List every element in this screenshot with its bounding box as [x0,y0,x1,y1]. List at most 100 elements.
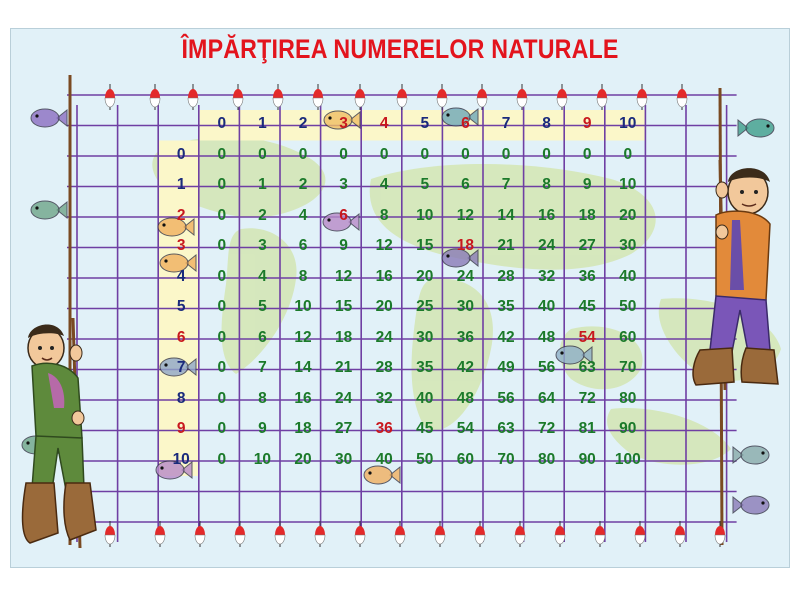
table-cell: 12 [456,206,475,224]
table-cell: 15 [416,237,434,254]
table-cell: 10 [294,298,312,315]
table-cell: 30 [456,298,475,315]
table-cell: 24 [334,389,353,407]
fish-icon [155,460,193,480]
table-cell: 64 [537,389,556,407]
table-cell: 0 [217,267,227,285]
table-cell: 18 [334,328,353,346]
table-cell: 0 [217,145,227,163]
table-cell: 50 [416,450,434,468]
fish-icon [322,212,360,232]
table-cell: 12 [294,328,312,346]
fishing-float-icon [354,521,366,547]
table-cell: 8 [258,389,267,407]
fishing-float-icon [396,84,408,110]
column-header: 1 [258,115,267,132]
table-cell: 35 [497,298,515,315]
fish-icon [159,253,197,273]
table-cell: 7 [501,176,511,193]
table-cell: 0 [582,145,592,163]
table-cell: 15 [334,298,353,315]
table-cell: 48 [456,389,475,407]
fishing-float-icon [272,84,284,110]
row-header: 9 [176,420,186,437]
table-cell: 70 [497,450,515,468]
table-cell: 80 [537,450,556,468]
table-cell: 56 [537,359,556,376]
table-cell: 40 [375,450,393,468]
fishing-float-icon [476,84,488,110]
fishing-float-icon [676,84,688,110]
table-cell: 0 [461,145,470,163]
table-cell: 24 [456,267,475,285]
table-cell: 0 [217,206,227,224]
table-cell: 4 [298,206,308,224]
table-cell: 9 [582,176,592,193]
table-cell: 4 [379,176,389,193]
table-cell: 8 [298,267,308,285]
table-cell: 16 [537,206,556,224]
fish-icon [737,118,775,138]
table-cell: 80 [619,389,637,407]
table-cell: 70 [619,359,637,376]
row-header: 2 [176,206,186,224]
fishing-float-icon [594,521,606,547]
fishing-float-icon [634,521,646,547]
row-header: 4 [176,267,186,285]
table-cell: 9 [339,237,348,254]
fishing-float-icon [194,521,206,547]
table-cell: 30 [619,237,637,254]
table-cell: 0 [379,145,389,163]
table-cell: 20 [416,267,434,285]
table-cell: 10 [253,450,272,468]
fishing-float-icon [234,521,246,547]
table-cell: 45 [578,298,596,315]
column-header: 0 [217,115,227,132]
fishing-float-icon [149,84,161,110]
column-header: 9 [582,115,592,132]
fishing-float-icon [354,84,366,110]
table-cell: 63 [578,359,596,376]
row-header: 6 [176,328,186,346]
table-cell: 20 [619,206,637,224]
table-cell: 0 [542,145,551,163]
table-cell: 7 [258,359,267,376]
table-cell: 54 [456,420,475,437]
table-cell: 24 [375,328,393,346]
table-cell: 5 [420,176,430,193]
row-header: 7 [176,359,186,376]
table-cell: 14 [497,206,515,224]
table-cell: 20 [375,298,393,315]
fish-icon [159,357,197,377]
table-cell: 6 [298,237,308,254]
fish-icon [30,108,68,128]
table-cell: 14 [294,359,312,376]
table-cell: 0 [623,145,633,163]
table-cell: 42 [456,359,475,376]
table-cell: 0 [217,389,227,407]
table-cell: 100 [614,450,641,468]
table-cell: 36 [456,328,475,346]
table-cell: 0 [217,176,227,193]
table-cell: 54 [578,328,596,346]
table-cell: 60 [456,450,475,468]
table-cell: 42 [497,328,515,346]
table-cell: 0 [217,328,227,346]
table-cell: 4 [258,267,267,285]
column-header: 3 [339,115,348,132]
row-header: 5 [176,298,186,315]
table-cell: 0 [501,145,511,163]
column-header: 5 [420,115,430,132]
table-cell: 2 [298,176,308,193]
table-cell: 6 [461,176,470,193]
table-cell: 0 [217,298,227,315]
table-cell: 9 [258,420,267,437]
table-cell: 0 [339,145,348,163]
column-header: 6 [461,115,470,132]
table-cell: 0 [217,450,227,468]
table-cell: 0 [217,237,227,254]
table-cell: 5 [258,298,267,315]
table-cell: 72 [578,389,596,407]
fishing-float-icon [314,521,326,547]
table-cell: 24 [537,237,556,254]
